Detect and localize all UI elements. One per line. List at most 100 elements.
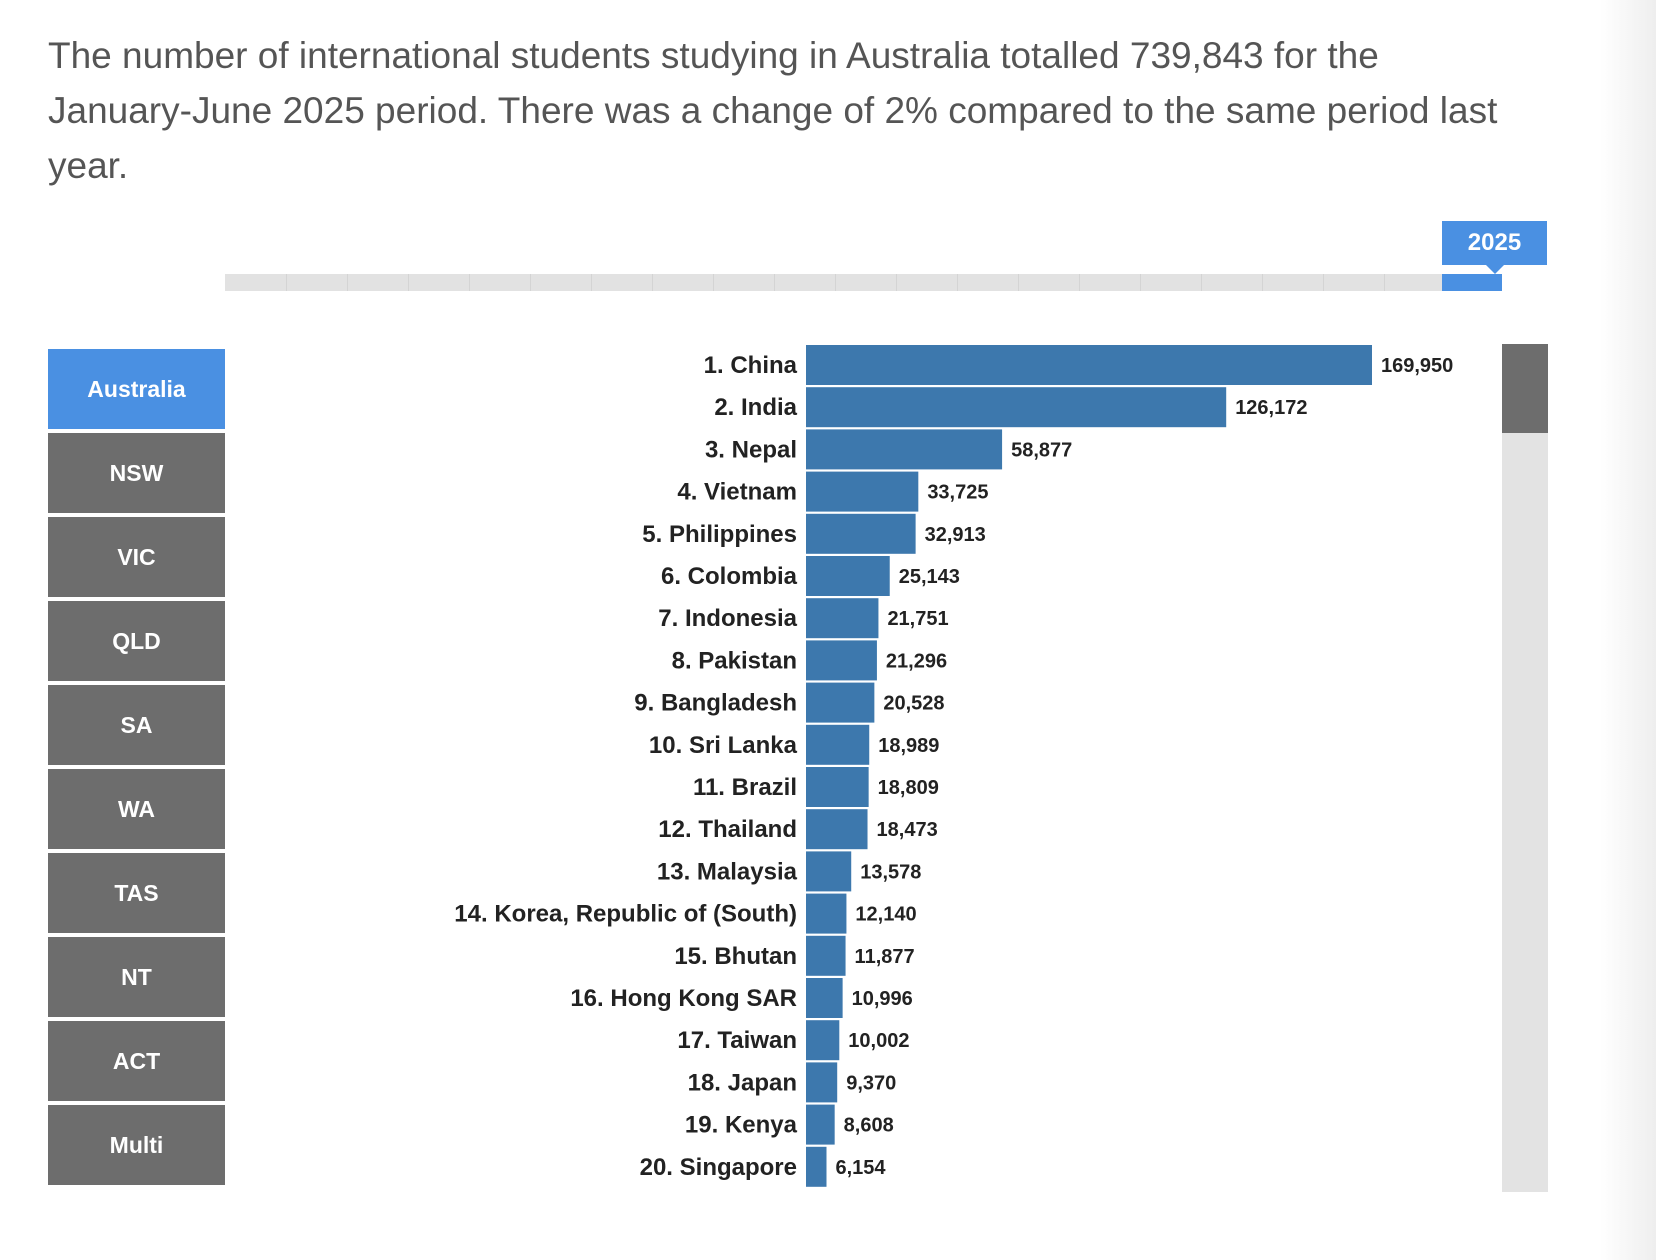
bar-1[interactable]: [806, 345, 1372, 385]
category-label: 8. Pakistan: [672, 647, 797, 674]
bar-10[interactable]: [806, 724, 870, 765]
timeline-tick: [408, 274, 409, 291]
timeline-tick: [835, 274, 836, 291]
value-label: 18,989: [878, 735, 939, 757]
value-label: 169,950: [1381, 355, 1453, 377]
timeline-tick: [1323, 274, 1324, 291]
value-label: 58,877: [1011, 439, 1072, 461]
bar-6[interactable]: [806, 556, 890, 596]
region-tab-australia[interactable]: Australia: [48, 349, 225, 429]
timeline-tick: [530, 274, 531, 291]
bar-4[interactable]: [806, 471, 919, 512]
bar-14[interactable]: [806, 893, 847, 934]
bar-17[interactable]: [806, 1020, 840, 1061]
region-tab-sa[interactable]: SA: [48, 685, 225, 765]
value-label: 25,143: [899, 566, 960, 588]
category-label: 5. Philippines: [642, 521, 797, 548]
timeline-tick: [591, 274, 592, 291]
year-timeline-selected-segment[interactable]: [1442, 274, 1502, 291]
value-label: 126,172: [1235, 397, 1307, 419]
bar-19[interactable]: [806, 1104, 835, 1145]
chart-scrollbar-track[interactable]: [1502, 344, 1548, 1192]
category-label: 17. Taiwan: [677, 1027, 797, 1054]
region-tab-label: NSW: [109, 459, 164, 486]
region-tab-act[interactable]: ACT: [48, 1021, 225, 1101]
region-tab-label: NT: [121, 963, 152, 990]
region-tab-vic[interactable]: VIC: [48, 517, 225, 597]
value-label: 20,528: [883, 693, 944, 715]
category-label: 15. Bhutan: [674, 943, 797, 970]
value-label: 10,996: [852, 988, 913, 1010]
bar-15[interactable]: [806, 935, 846, 976]
bar-9[interactable]: [806, 682, 875, 723]
timeline-tick: [1140, 274, 1141, 291]
category-label: 6. Colombia: [661, 563, 798, 590]
chart-scrollbar-thumb[interactable]: [1502, 344, 1548, 433]
timeline-tick: [652, 274, 653, 291]
region-tab-nsw[interactable]: NSW: [48, 433, 225, 513]
value-label: 8,608: [844, 1115, 894, 1137]
category-label: 12. Thailand: [658, 816, 797, 843]
value-label: 18,809: [878, 777, 939, 799]
category-label: 14. Korea, Republic of (South): [454, 901, 797, 928]
timeline-tick: [1384, 274, 1385, 291]
category-label: 4. Vietnam: [677, 479, 797, 506]
bar-2[interactable]: [806, 387, 1227, 428]
region-tab-label: SA: [120, 711, 153, 738]
value-label: 33,725: [927, 482, 988, 504]
timeline-tick: [1079, 274, 1080, 291]
region-tab-label: Australia: [87, 375, 186, 402]
region-tab-label: QLD: [112, 627, 161, 654]
bar-3[interactable]: [806, 429, 1003, 470]
region-tab-label: TAS: [114, 879, 159, 906]
timeline-tick: [469, 274, 470, 291]
region-tab-multi[interactable]: Multi: [48, 1105, 225, 1185]
category-label: 18. Japan: [688, 1069, 797, 1096]
category-label: 13. Malaysia: [657, 858, 798, 885]
category-label: 10. Sri Lanka: [649, 732, 798, 759]
timeline-tick: [286, 274, 287, 291]
intro-summary: The number of international students stu…: [48, 35, 1498, 186]
bar-11[interactable]: [806, 767, 869, 807]
value-label: 13,578: [860, 861, 921, 883]
page-edge-shadow: [1600, 0, 1656, 1260]
category-label: 19. Kenya: [685, 1112, 798, 1139]
students-by-country-bar-chart: 1. China 169,950 2. India 126,172 3. Nepal 58…: [454, 345, 1453, 1187]
bar-5[interactable]: [806, 513, 916, 554]
region-tab-qld[interactable]: QLD: [48, 601, 225, 681]
category-label: 9. Bangladesh: [634, 690, 797, 717]
value-label: 11,877: [855, 946, 915, 968]
timeline-tick: [957, 274, 958, 291]
timeline-tick: [896, 274, 897, 291]
bar-12[interactable]: [806, 809, 868, 850]
timeline-tick: [347, 274, 348, 291]
region-tab-wa[interactable]: WA: [48, 769, 225, 849]
category-label: 3. Nepal: [705, 436, 797, 463]
region-tab-label: VIC: [117, 543, 156, 570]
region-tab-label: WA: [117, 795, 156, 822]
bar-7[interactable]: [806, 598, 879, 639]
value-label: 12,140: [855, 904, 916, 926]
category-label: 20. Singapore: [640, 1154, 797, 1181]
bar-20[interactable]: [806, 1146, 827, 1187]
value-label: 21,296: [886, 650, 947, 672]
bar-18[interactable]: [806, 1062, 838, 1103]
region-tab-tas[interactable]: TAS: [48, 853, 225, 933]
region-tab-nt[interactable]: NT: [48, 937, 225, 1017]
category-label: 2. India: [714, 394, 797, 421]
timeline-tick: [1262, 274, 1263, 291]
value-label: 32,913: [925, 524, 986, 546]
timeline-tick: [1018, 274, 1019, 291]
bar-13[interactable]: [806, 851, 852, 892]
timeline-tick: [1201, 274, 1202, 291]
category-label: 1. China: [704, 352, 798, 379]
value-label: 9,370: [846, 1072, 896, 1094]
year-timeline-track[interactable]: [225, 274, 1502, 291]
category-label: 16. Hong Kong SAR: [570, 985, 797, 1012]
value-label: 21,751: [887, 608, 948, 630]
timeline-tick: [713, 274, 714, 291]
category-label: 11. Brazil: [693, 774, 797, 801]
bar-8[interactable]: [806, 640, 877, 681]
selected-year-badge[interactable]: 2025: [1442, 221, 1547, 274]
bar-16[interactable]: [806, 978, 843, 1018]
